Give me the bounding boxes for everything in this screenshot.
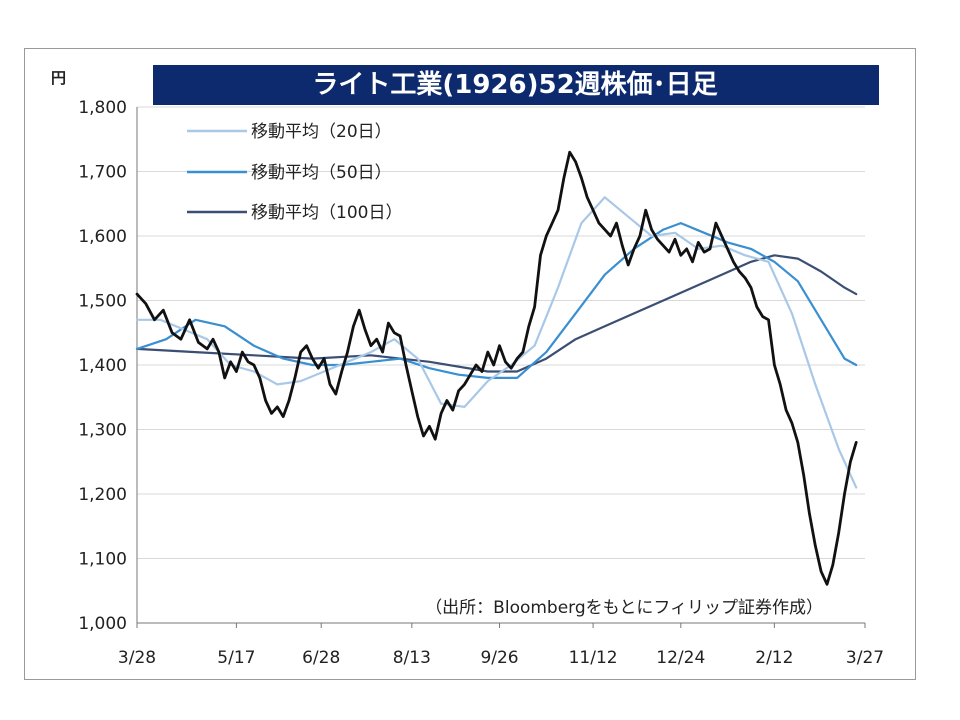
grid-layer xyxy=(137,106,865,624)
x-tick-label: 5/17 xyxy=(217,648,255,668)
title-bar xyxy=(153,65,879,105)
x-tick-label: 11/12 xyxy=(569,648,618,668)
y-tick-label: 1,200 xyxy=(78,485,127,505)
y-tick-label: 1,600 xyxy=(78,227,127,247)
y-tick-label: 1,300 xyxy=(78,421,127,441)
chart-title: ライト工業(1926)52週株価･日足 xyxy=(312,70,717,100)
series-line-ma20 xyxy=(135,196,858,489)
y-tick-label: 1,100 xyxy=(78,550,127,570)
y-tick-label: 1,700 xyxy=(78,163,127,183)
series-line-price xyxy=(135,150,858,586)
x-tick-label: 9/26 xyxy=(480,648,518,668)
stock-price-chart: ライト工業(1926)52週株価･日足 円 1,000 1,100 1,200 1,3… xyxy=(51,65,884,668)
legend-label-ma50: 移動平均（50日） xyxy=(251,163,392,183)
series-layer xyxy=(135,150,858,586)
y-tick-label: 1,000 xyxy=(78,614,127,634)
y-unit-label: 円 xyxy=(51,69,66,87)
legend-label-ma100: 移動平均（100日） xyxy=(251,203,402,223)
x-tick-label: 8/13 xyxy=(393,648,431,668)
x-tick-label: 2/12 xyxy=(755,648,793,668)
series-line-ma100 xyxy=(135,254,858,373)
axis-layer: 1,000 1,100 1,200 1,300 1,400 1,500 1,600 1,700… xyxy=(78,98,884,668)
source-note: （出所：Bloombergをもとにフィリップ証券作成） xyxy=(425,598,823,618)
y-tick-label: 1,400 xyxy=(78,356,127,376)
series-line-ma50 xyxy=(135,222,858,379)
x-tick-label: 3/28 xyxy=(118,648,156,668)
x-tick-label: 6/28 xyxy=(302,648,340,668)
legend-label-ma20: 移動平均（20日） xyxy=(251,122,392,142)
x-tick-label: 3/27 xyxy=(846,648,884,668)
y-tick-label: 1,500 xyxy=(78,292,127,312)
legend: 移動平均（20日） 移動平均（50日） 移動平均（100日） xyxy=(187,122,402,223)
y-tick-label: 1,800 xyxy=(78,98,127,118)
x-tick-label: 12/24 xyxy=(656,648,705,668)
chart-frame: ライト工業(1926)52週株価･日足 円 1,000 1,100 1,200 1,3… xyxy=(24,48,916,680)
